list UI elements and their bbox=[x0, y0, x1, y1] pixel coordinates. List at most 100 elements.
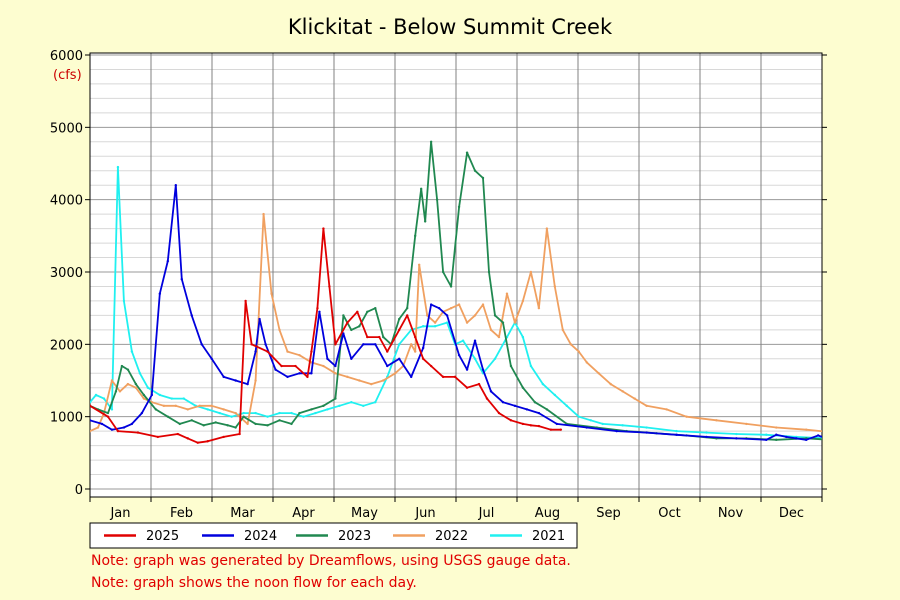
series-point-2022 bbox=[270, 292, 273, 295]
series-point-2025 bbox=[413, 335, 417, 339]
series-point-2024 bbox=[457, 353, 461, 357]
series-point-2023 bbox=[358, 325, 361, 328]
series-point-2021 bbox=[338, 404, 341, 408]
series-point-2023 bbox=[278, 419, 281, 422]
series-point-2023 bbox=[545, 408, 549, 411]
series-point-2022 bbox=[186, 408, 189, 411]
series-point-2023 bbox=[481, 176, 485, 180]
series-point-2023 bbox=[154, 408, 158, 411]
series-point-2024 bbox=[615, 429, 618, 433]
series-point-2023 bbox=[509, 364, 513, 368]
series-point-2024 bbox=[298, 372, 301, 375]
series-point-2022 bbox=[433, 321, 437, 324]
series-point-2023 bbox=[429, 140, 433, 143]
series-point-2021 bbox=[230, 415, 233, 418]
series-point-2024 bbox=[816, 434, 820, 437]
series-point-2025 bbox=[453, 375, 457, 379]
series-point-2022 bbox=[545, 227, 549, 230]
y-tick-label: 5000 bbox=[50, 121, 83, 136]
x-tick-label: Jun bbox=[414, 506, 435, 521]
series-point-2023 bbox=[533, 401, 537, 404]
x-tick-label: Oct bbox=[658, 506, 680, 521]
series-point-2024 bbox=[158, 292, 162, 295]
series-point-2024 bbox=[318, 310, 321, 313]
series-point-2025 bbox=[406, 314, 409, 317]
series-point-2021 bbox=[529, 364, 533, 368]
series-point-2023 bbox=[487, 270, 491, 274]
series-point-2023 bbox=[342, 314, 345, 317]
series-point-2023 bbox=[106, 411, 110, 415]
series-point-2022 bbox=[174, 404, 177, 408]
series-point-2024 bbox=[805, 438, 808, 442]
series-point-2023 bbox=[266, 424, 269, 427]
series-point-2022 bbox=[621, 390, 624, 393]
series-point-2025 bbox=[186, 437, 189, 440]
series-point-2021 bbox=[130, 350, 134, 353]
series-point-2025 bbox=[356, 310, 359, 313]
series-point-2022 bbox=[413, 350, 417, 353]
x-tick-label: Dec bbox=[779, 506, 804, 521]
series-point-2021 bbox=[302, 415, 305, 418]
series-point-2022 bbox=[118, 390, 122, 393]
series-point-2021 bbox=[182, 397, 185, 400]
series-point-2024 bbox=[705, 435, 708, 439]
series-point-2023 bbox=[398, 317, 401, 321]
series-point-2023 bbox=[254, 422, 257, 426]
chart-title: Klickitat - Below Summit Creek bbox=[288, 15, 613, 39]
x-tick-label: Jan bbox=[109, 506, 130, 521]
series-point-2021 bbox=[565, 404, 569, 408]
series-point-2024 bbox=[222, 375, 225, 379]
series-point-2025 bbox=[244, 299, 247, 303]
series-point-2025 bbox=[509, 419, 513, 422]
series-point-2021 bbox=[645, 426, 648, 429]
series-point-2023 bbox=[190, 419, 193, 422]
series-point-2021 bbox=[589, 419, 592, 422]
series-point-2025 bbox=[378, 335, 381, 339]
series-point-2024 bbox=[362, 343, 365, 346]
series-point-2021 bbox=[398, 343, 401, 346]
series-point-2021 bbox=[242, 411, 245, 415]
series-point-2022 bbox=[609, 382, 612, 386]
series-point-2022 bbox=[134, 386, 138, 389]
series-point-2025 bbox=[206, 440, 209, 443]
series-point-2022 bbox=[334, 372, 337, 375]
series-point-2025 bbox=[196, 441, 199, 444]
series-point-2023 bbox=[501, 321, 505, 324]
series-point-2025 bbox=[222, 435, 225, 439]
series-point-2022 bbox=[805, 428, 808, 431]
series-point-2024 bbox=[190, 314, 193, 317]
series-point-2025 bbox=[497, 411, 501, 415]
series-point-2024 bbox=[166, 259, 170, 263]
series-point-2023 bbox=[202, 424, 205, 427]
series-point-2025 bbox=[280, 364, 283, 368]
series-point-2022 bbox=[262, 212, 265, 216]
series-point-2025 bbox=[266, 350, 269, 353]
series-point-2022 bbox=[298, 353, 301, 357]
series-point-2021 bbox=[314, 411, 317, 415]
series-point-2024 bbox=[326, 357, 329, 360]
series-point-2022 bbox=[162, 404, 166, 408]
series-point-2022 bbox=[665, 408, 668, 411]
series-point-2024 bbox=[445, 314, 449, 317]
series-point-2025 bbox=[529, 424, 533, 427]
series-point-2024 bbox=[645, 431, 648, 434]
series-point-2024 bbox=[342, 332, 345, 335]
series-point-2024 bbox=[795, 437, 798, 440]
series-point-2022 bbox=[489, 328, 493, 332]
series-point-2025 bbox=[549, 428, 553, 431]
series-point-2022 bbox=[210, 404, 213, 408]
series-point-2023 bbox=[366, 310, 369, 313]
series-point-2021 bbox=[170, 397, 173, 400]
legend-label-2025: 2025 bbox=[146, 529, 179, 544]
series-point-2024 bbox=[585, 426, 588, 429]
series-point-2022 bbox=[775, 426, 778, 429]
series-point-2024 bbox=[234, 379, 237, 382]
series-point-2024 bbox=[274, 368, 277, 371]
series-point-2021 bbox=[350, 401, 353, 404]
series-point-2022 bbox=[346, 375, 349, 379]
series-point-2021 bbox=[326, 408, 329, 411]
series-point-2022 bbox=[529, 270, 533, 274]
series-point-2024 bbox=[501, 401, 505, 404]
series-point-2022 bbox=[585, 361, 588, 364]
